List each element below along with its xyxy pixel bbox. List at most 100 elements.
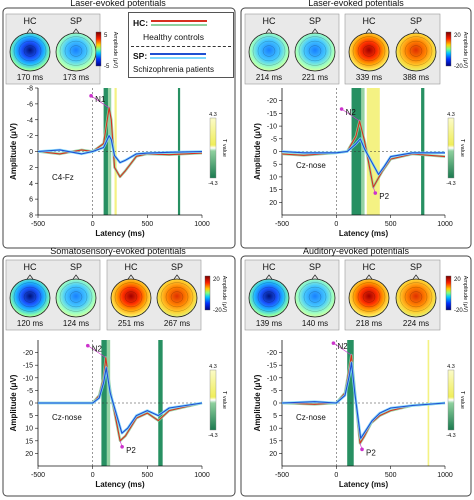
y-tick-label: -20 bbox=[267, 98, 277, 105]
amplitude-colorbar bbox=[445, 275, 452, 311]
scalp-map bbox=[156, 278, 198, 318]
legend-sp-swatch bbox=[150, 53, 207, 59]
y-tick-label: 5 bbox=[273, 162, 277, 169]
peak-label: N2 bbox=[346, 108, 357, 117]
colorbar-label: Amplitude (μV) bbox=[112, 32, 118, 69]
y-tick-label: 10 bbox=[269, 426, 277, 433]
map-time: 140 ms bbox=[302, 319, 328, 328]
peak-label: P2 bbox=[379, 192, 389, 201]
y-tick-label: -8 bbox=[27, 86, 33, 93]
map-contour bbox=[262, 45, 276, 57]
nose-icon bbox=[173, 274, 181, 280]
map-contour bbox=[59, 36, 93, 66]
map-contour bbox=[399, 36, 433, 66]
y-tick-label: 4 bbox=[29, 181, 33, 188]
x-tick-label: -500 bbox=[275, 472, 289, 479]
scalp-map bbox=[9, 32, 51, 72]
map-time: 218 ms bbox=[356, 319, 382, 328]
map-time: 224 ms bbox=[403, 319, 429, 328]
x-tick-label: 0 bbox=[91, 221, 95, 228]
t-colorbar-min: -4.3 bbox=[208, 433, 217, 439]
nose-icon bbox=[365, 274, 373, 280]
scalp-map bbox=[9, 278, 51, 318]
peak-pointer bbox=[333, 342, 352, 356]
t-colorbar-label: T value bbox=[459, 139, 465, 157]
y-tick-label: 20 bbox=[269, 451, 277, 458]
map-label: SP bbox=[171, 262, 183, 272]
y-tick-label: -10 bbox=[23, 375, 33, 382]
map-label: SP bbox=[70, 16, 82, 26]
peak-pointer bbox=[341, 108, 360, 122]
map-contour bbox=[404, 286, 428, 308]
colorbar-min: -20 bbox=[454, 308, 463, 314]
y-tick-label: -15 bbox=[267, 111, 277, 118]
map-contour bbox=[298, 36, 332, 66]
legend-hc-swatch bbox=[151, 20, 208, 26]
legend-sp-label: SP: bbox=[133, 51, 148, 61]
nose-icon bbox=[412, 28, 420, 34]
t-value-colorbar bbox=[209, 369, 217, 431]
map-time: 124 ms bbox=[63, 319, 89, 328]
y-tick-label: -5 bbox=[27, 388, 33, 395]
peak-label: N2 bbox=[337, 342, 348, 351]
nose-icon bbox=[265, 28, 273, 34]
map-contour bbox=[160, 282, 194, 312]
amplitude-colorbar bbox=[95, 31, 102, 67]
map-contour bbox=[357, 40, 381, 62]
map-contour bbox=[404, 40, 428, 62]
map-time: 214 ms bbox=[256, 73, 282, 82]
t-colorbar-max: 4.3 bbox=[447, 364, 455, 370]
y-tick-label: 6 bbox=[29, 197, 33, 204]
x-tick-label: -500 bbox=[31, 221, 45, 228]
x-axis-label: Latency (ms) bbox=[95, 229, 145, 238]
y-tick-label: 0 bbox=[29, 149, 33, 156]
colorbar-label: Amplitude (μV) bbox=[462, 276, 468, 313]
channel-label: Cz-nose bbox=[296, 161, 326, 170]
map-contour bbox=[308, 45, 322, 57]
map-contour bbox=[409, 45, 423, 57]
series-sp-line bbox=[281, 138, 445, 175]
map-label: SP bbox=[410, 16, 422, 26]
scalp-map bbox=[348, 32, 390, 72]
y-tick-label: 10 bbox=[25, 426, 33, 433]
y-tick-label: -15 bbox=[267, 363, 277, 370]
legend-sp-desc: Schizophrenia patients bbox=[133, 65, 214, 74]
legend: HC: Healthy controls SP: Schizophrenia p… bbox=[128, 12, 234, 78]
x-tick-label: 1000 bbox=[437, 221, 453, 228]
map-contour bbox=[18, 286, 42, 308]
y-tick-label: -2 bbox=[27, 133, 33, 140]
t-value-colorbar bbox=[209, 117, 217, 179]
legend-divider bbox=[131, 46, 231, 47]
map-contour bbox=[23, 291, 37, 303]
peak-dot bbox=[360, 447, 364, 452]
amplitude-colorbar bbox=[204, 275, 211, 311]
peak-label: P2 bbox=[366, 448, 376, 457]
nose-icon bbox=[127, 274, 135, 280]
panel-d: Auditory-evoked potentials HC 139 ms SP 140 … bbox=[240, 246, 472, 497]
scalp-map bbox=[55, 278, 97, 318]
series-sp-line bbox=[281, 362, 446, 439]
map-contour bbox=[13, 36, 47, 66]
colorbar-max: 5 bbox=[104, 33, 108, 39]
x-tick-label: 500 bbox=[141, 221, 153, 228]
peak-label: N1 bbox=[95, 95, 106, 104]
map-contour bbox=[257, 40, 281, 62]
peak-dot bbox=[85, 343, 90, 348]
y-tick-label: -15 bbox=[23, 363, 33, 370]
panel-title: Laser-evoked potentials bbox=[308, 0, 404, 8]
x-tick-label: 500 bbox=[385, 221, 397, 228]
colorbar-label: Amplitude (μV) bbox=[462, 32, 468, 69]
nose-icon bbox=[72, 274, 80, 280]
map-contour bbox=[23, 45, 37, 57]
y-tick-label: -5 bbox=[271, 388, 277, 395]
channel-label: Cz-nose bbox=[296, 413, 326, 422]
map-time: 139 ms bbox=[256, 319, 282, 328]
peak-label: P2 bbox=[126, 446, 136, 455]
map-contour bbox=[303, 286, 327, 308]
map-label: HC bbox=[24, 262, 37, 272]
nose-icon bbox=[72, 28, 80, 34]
colorbar-max: 20 bbox=[213, 277, 220, 283]
y-tick-label: -20 bbox=[23, 350, 33, 357]
map-contour bbox=[69, 291, 83, 303]
panel-b: Laser-evoked potentials HC 214 ms SP 221 ms H… bbox=[240, 0, 472, 249]
